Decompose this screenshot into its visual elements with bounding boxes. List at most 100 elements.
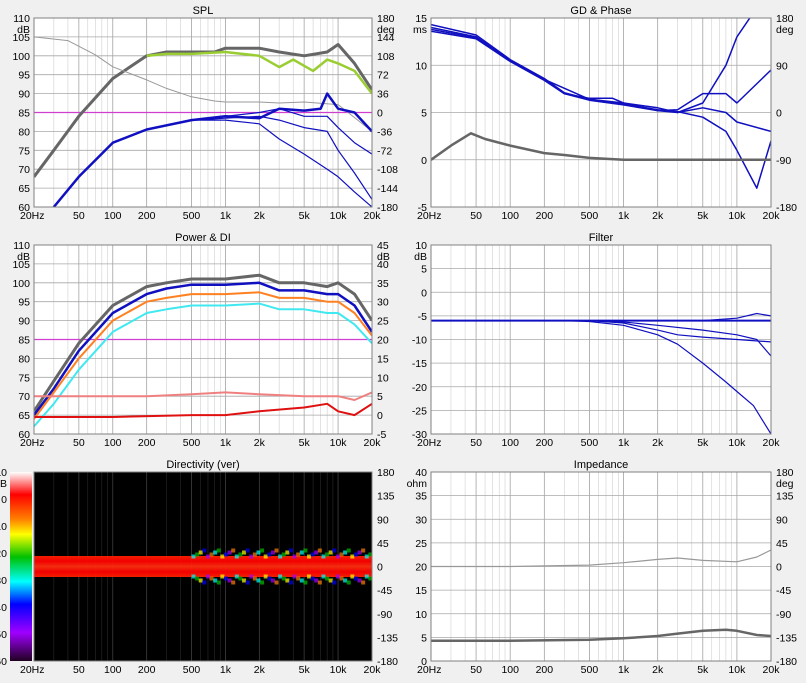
y-tick-label: 75 [18, 145, 30, 157]
chart-title: Power & DI [175, 232, 231, 244]
x-tick-label: 5k [299, 664, 311, 676]
heatmap-cell [281, 552, 286, 557]
colorbar-tick-label: -50 [0, 629, 7, 641]
y-tick-label: 25 [415, 538, 427, 550]
heatmap-cell [307, 574, 312, 579]
y-tick-label: 75 [18, 372, 30, 384]
heatmap-cell [343, 578, 348, 583]
x-tick-label: 200 [536, 210, 554, 222]
x-tick-label: 100 [104, 210, 122, 222]
heatmap-cell [314, 578, 319, 583]
heatmap-cell [325, 552, 330, 557]
heatmap-cell [339, 552, 344, 557]
x-tick-label: 50 [470, 664, 482, 676]
heatmap-cell [249, 574, 254, 579]
y2-tick-label: -135 [776, 632, 797, 644]
heatmap-cell [223, 576, 228, 581]
x-tick-label: 20Hz [20, 210, 45, 222]
y-tick-label: 95 [18, 297, 30, 309]
series-line-4 [431, 320, 771, 434]
heatmap-cell [202, 580, 207, 585]
colorbar-tick-label: 0 [1, 494, 7, 506]
x-tick-label: 1k [618, 437, 630, 449]
y-tick-label: -25 [412, 405, 427, 417]
x-tick-label: 100 [501, 210, 519, 222]
y2-axis-unit: deg [776, 24, 794, 36]
y2-tick-label: -72 [377, 145, 392, 157]
x-tick-label: 100 [501, 664, 519, 676]
heatmap-cell [274, 580, 279, 585]
y2-tick-label: 15 [377, 353, 389, 365]
y2-tick-label: 180 [776, 467, 794, 479]
y2-tick-label: 20 [377, 335, 389, 347]
heatmap-cell [307, 554, 312, 559]
series-line-1 [34, 281, 372, 416]
x-tick-label: 10k [728, 437, 746, 449]
series-line-1 [431, 628, 771, 642]
x-tick-label: 10k [728, 664, 746, 676]
y-tick-label: 80 [18, 353, 30, 365]
y-tick-label: 70 [18, 391, 30, 403]
heatmap-cell [350, 554, 355, 559]
heatmap-cell [245, 580, 250, 585]
y-tick-label: 5 [421, 264, 427, 276]
y-tick-label: 90 [18, 89, 30, 101]
heatmap-cell [335, 554, 340, 559]
heatmap-cell [267, 552, 272, 557]
y-tick-label: 85 [18, 108, 30, 120]
y-axis-unit: ohm [407, 478, 428, 490]
y2-tick-label: -45 [377, 585, 392, 597]
heatmap-cell [270, 550, 275, 555]
y-tick-label: 100 [12, 278, 30, 290]
heatmap-cell [227, 578, 232, 583]
y2-tick-label: 108 [377, 51, 395, 63]
x-tick-label: 50 [73, 210, 85, 222]
series-line-3 [52, 92, 372, 207]
heatmap-cell [270, 578, 275, 583]
y2-tick-label: 90 [377, 514, 389, 526]
heatmap-cell [242, 578, 247, 583]
heatmap-cell [335, 574, 340, 579]
x-tick-label: 2k [254, 210, 266, 222]
heatmap-cell [191, 554, 196, 559]
x-tick-label: 1k [618, 210, 630, 222]
heatmap-cell [252, 576, 257, 581]
x-tick-label: 2k [254, 437, 266, 449]
heatmap-cell [205, 554, 210, 559]
heatmap-cell [263, 574, 268, 579]
x-tick-label: 20Hz [417, 664, 442, 676]
y2-tick-label: 180 [377, 13, 395, 25]
y-tick-label: -5 [418, 311, 427, 323]
heatmap-cell [281, 576, 286, 581]
colorbar-unit: dB [0, 478, 7, 490]
y2-tick-label: 10 [377, 372, 389, 384]
x-tick-label: 200 [536, 437, 554, 449]
x-tick-label: 100 [104, 437, 122, 449]
x-tick-label: 500 [183, 437, 201, 449]
x-tick-label: 200 [138, 210, 156, 222]
x-tick-label: 2k [254, 664, 266, 676]
y-tick-label: 10 [415, 240, 427, 252]
chart-title: SPL [193, 5, 214, 17]
y-tick-label: 10 [415, 60, 427, 72]
heatmap-cell [216, 580, 221, 585]
series-group-0 [34, 36, 372, 207]
heatmap-cell [310, 576, 315, 581]
y-tick-label: -20 [412, 382, 427, 394]
chart-title: Directivity (ver) [166, 459, 239, 471]
x-tick-label: 10k [330, 210, 348, 222]
y2-tick-label: 135 [776, 491, 794, 503]
y2-tick-label: -90 [377, 609, 392, 621]
y2-tick-label: 0 [776, 108, 782, 120]
heatmap-cell [285, 550, 290, 555]
plot-frame-0 [33, 17, 373, 208]
heatmap-cell [288, 548, 293, 553]
y-axis-unit: dB [414, 251, 427, 263]
x-tick-label: 2k [652, 437, 664, 449]
y-tick-label: -10 [412, 335, 427, 347]
series-line-4 [431, 132, 771, 162]
heatmap-cell [231, 580, 236, 585]
heatmap-cell [252, 552, 257, 557]
y-tick-label: -30 [412, 429, 427, 441]
series-line-3 [431, 320, 771, 343]
